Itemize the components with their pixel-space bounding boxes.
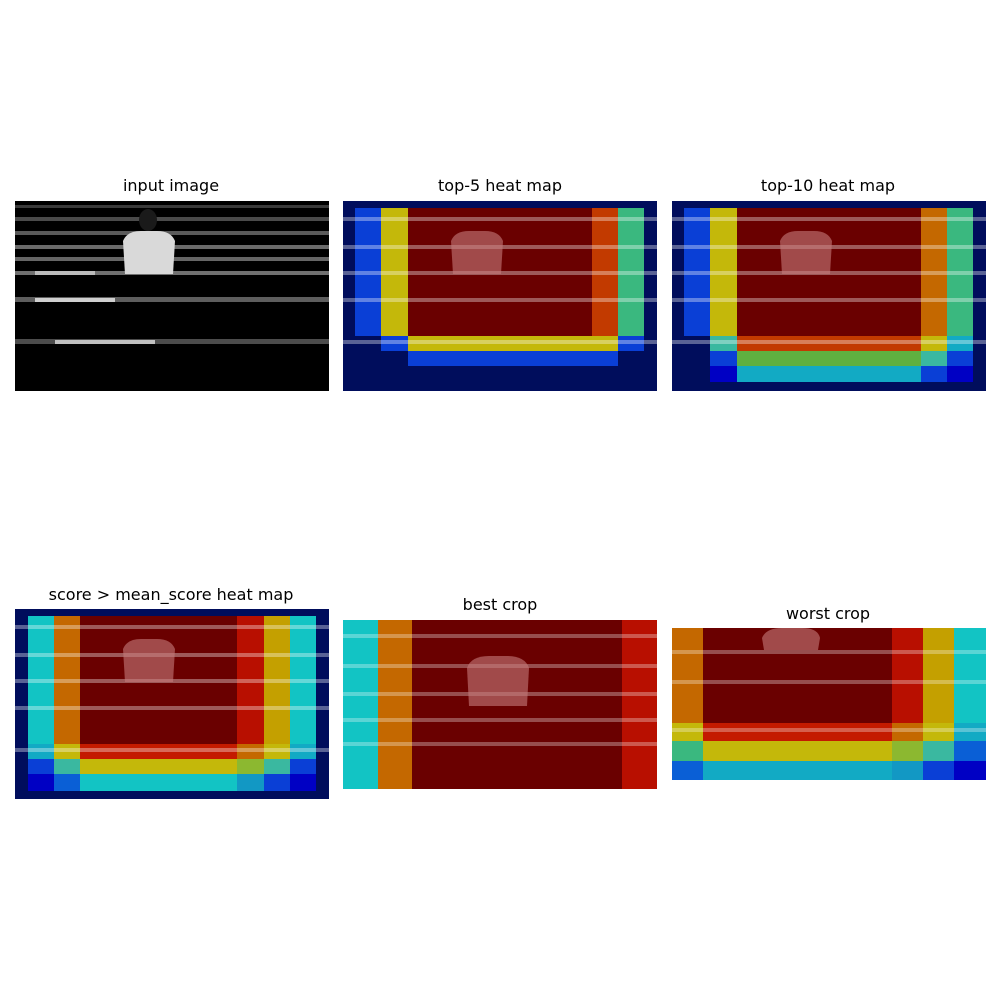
panel-title-top10-heatmap: top-10 heat map — [761, 176, 895, 195]
panel-title-worst-crop: worst crop — [786, 604, 870, 623]
mean-score-heatmap — [15, 609, 329, 799]
top5-heatmap — [343, 201, 657, 391]
panel-title-best-crop: best crop — [463, 595, 538, 614]
best-crop — [343, 620, 657, 789]
panel-title-top5-heatmap: top-5 heat map — [438, 176, 562, 195]
panel-title-mean-score-heatmap: score > mean_score heat map — [49, 585, 294, 604]
panel-title-input-image: input image — [123, 176, 219, 195]
input-image — [15, 201, 329, 391]
worst-crop — [672, 628, 986, 780]
top10-heatmap — [672, 201, 986, 391]
